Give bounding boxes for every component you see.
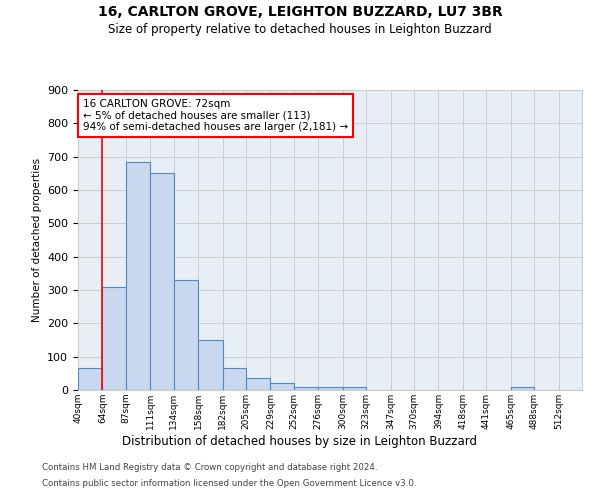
Text: 16 CARLTON GROVE: 72sqm
← 5% of detached houses are smaller (113)
94% of semi-de: 16 CARLTON GROVE: 72sqm ← 5% of detached…	[83, 99, 348, 132]
Bar	[126, 162, 150, 390]
Bar	[198, 340, 223, 390]
Bar	[150, 174, 174, 390]
Text: Contains public sector information licensed under the Open Government Licence v3: Contains public sector information licen…	[42, 478, 416, 488]
Bar	[246, 378, 271, 390]
Bar	[294, 386, 318, 390]
Text: Contains HM Land Registry data © Crown copyright and database right 2024.: Contains HM Land Registry data © Crown c…	[42, 464, 377, 472]
Bar	[271, 384, 294, 390]
Bar	[78, 368, 103, 390]
Text: Size of property relative to detached houses in Leighton Buzzard: Size of property relative to detached ho…	[108, 22, 492, 36]
Text: Distribution of detached houses by size in Leighton Buzzard: Distribution of detached houses by size …	[122, 435, 478, 448]
Text: 16, CARLTON GROVE, LEIGHTON BUZZARD, LU7 3BR: 16, CARLTON GROVE, LEIGHTON BUZZARD, LU7…	[98, 5, 502, 19]
Bar	[511, 386, 534, 390]
Y-axis label: Number of detached properties: Number of detached properties	[32, 158, 41, 322]
Bar	[103, 286, 126, 390]
Bar	[318, 386, 343, 390]
Bar	[343, 386, 366, 390]
Bar	[223, 368, 246, 390]
Bar	[174, 280, 198, 390]
